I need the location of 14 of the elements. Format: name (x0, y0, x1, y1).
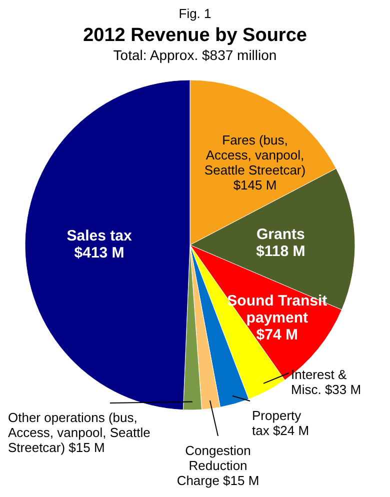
data-label: $74 M (256, 326, 298, 344)
slice-label: Grants (256, 226, 305, 243)
slice-label: Fares (bus, Access, vanpool, Seattle Streetcar) (204, 132, 306, 178)
data-label: $118 M (256, 242, 306, 260)
slice-label: Property tax $24 M (252, 408, 310, 438)
slice-label: Sales tax (66, 228, 132, 245)
data-label: $145 M (233, 178, 277, 192)
slice-label: Other operations (bus, Access, vanpool, Seattle Streetcar) $15 M (8, 410, 150, 455)
data-label: $413 M (74, 244, 124, 262)
slice-label: Interest & Misc. $33 M (291, 367, 362, 397)
slice-label: Congestion Reduction Charge $15 M (176, 443, 260, 488)
caption: Fig. 1 (178, 6, 212, 21)
chart-subtitle: Total: Approx. $837 million (113, 47, 277, 63)
chart-title: 2012 Revenue by Source (83, 25, 307, 46)
